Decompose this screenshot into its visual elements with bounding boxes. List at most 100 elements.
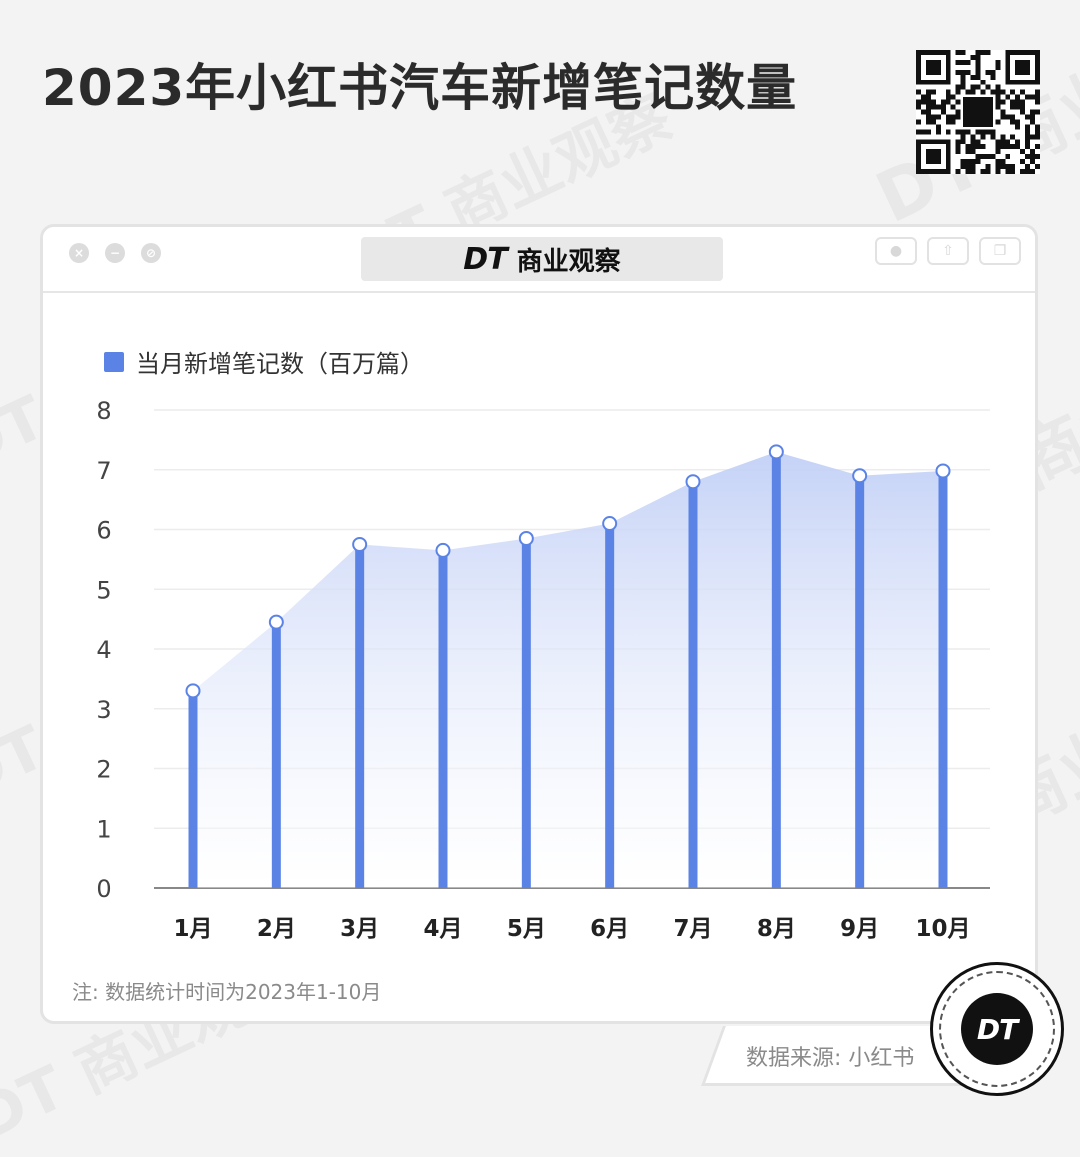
qr-module (960, 134, 966, 140)
qr-module (965, 159, 971, 165)
qr-module (995, 104, 1001, 110)
qr-module (925, 114, 931, 120)
x-tick-label: 4月 (423, 916, 462, 942)
bar (355, 544, 365, 888)
qr-module (1020, 149, 1026, 155)
qr-module (925, 119, 931, 125)
qr-module (925, 59, 941, 75)
qr-module (975, 159, 981, 165)
qr-module (925, 129, 931, 135)
qr-module (950, 114, 956, 120)
qr-module (960, 129, 966, 135)
qr-module (1025, 94, 1031, 100)
data-point (852, 468, 868, 484)
qr-module (1015, 139, 1021, 145)
y-tick-label: 5 (96, 576, 111, 604)
qr-module (955, 50, 961, 55)
qr-module (975, 154, 981, 160)
qr-module (960, 74, 966, 80)
x-tick-label: 2月 (257, 916, 296, 942)
y-tick-label: 4 (96, 636, 111, 664)
qr-module (985, 84, 991, 90)
qr-module (1005, 164, 1011, 170)
minimize-icon[interactable]: − (105, 243, 125, 263)
x-tick-label: 6月 (590, 916, 629, 942)
qr-module (995, 59, 1001, 65)
qr-module (940, 99, 946, 105)
qr-module (985, 69, 991, 75)
qr-module (985, 164, 991, 170)
qr-module (1030, 94, 1036, 100)
qr-module (940, 104, 946, 110)
qr-module (960, 164, 966, 170)
qr-module (1035, 94, 1040, 100)
qr-module (1015, 94, 1021, 100)
bar-chart: 1月 2月 3月 4月 5月 6月 7月 8月 9月 10月 0 1 2 3 4 5 6 7 8 (96, 397, 990, 942)
qr-module (995, 144, 1001, 150)
qr-module (935, 129, 941, 135)
qr-module (1025, 124, 1031, 130)
legend-label: 当月新增笔记数（百万篇） (136, 350, 424, 378)
data-point (185, 683, 201, 699)
qr-module (916, 119, 921, 125)
qr-module (1030, 154, 1036, 160)
qr-module (1000, 164, 1006, 170)
qr-module (1005, 169, 1011, 174)
qr-module (1035, 144, 1040, 150)
qr-module (1020, 89, 1026, 95)
bar (438, 550, 448, 888)
qr-module (1010, 134, 1016, 140)
qr-module (975, 129, 981, 135)
qr-module (1035, 99, 1040, 105)
qr-code[interactable] (916, 50, 1040, 174)
qr-module (1030, 169, 1036, 174)
qr-module (980, 50, 986, 55)
qr-module (1005, 94, 1011, 100)
qr-module (1000, 89, 1006, 95)
qr-module (965, 149, 971, 155)
qr-module (1005, 144, 1011, 150)
qr-module (1015, 59, 1031, 75)
copy-icon[interactable]: ❐ (979, 237, 1021, 265)
qr-module (965, 59, 971, 65)
x-tick-label: 5月 (507, 916, 546, 942)
qr-module (955, 114, 961, 120)
data-point (352, 536, 368, 552)
data-point (518, 530, 534, 546)
qr-module (1015, 124, 1021, 130)
share-icon[interactable]: ⇧ (927, 237, 969, 265)
qr-module (1010, 114, 1016, 120)
qr-module (950, 94, 956, 100)
record-icon[interactable]: ● (875, 237, 917, 265)
qr-module (995, 149, 1001, 155)
data-point (268, 614, 284, 630)
qr-module (1000, 114, 1006, 120)
qr-module (970, 134, 976, 140)
qr-module (955, 144, 961, 150)
page-title: 2023年小红书汽车新增笔记数量 (42, 59, 798, 117)
qr-module (975, 74, 981, 80)
maximize-icon[interactable]: ⊘ (141, 243, 161, 263)
qr-module (975, 69, 981, 75)
y-tick-label: 7 (96, 457, 111, 485)
close-icon[interactable]: × (69, 243, 89, 263)
qr-module (1010, 164, 1016, 170)
x-tick-label: 8月 (757, 916, 796, 942)
qr-module (1030, 134, 1036, 140)
qr-module (955, 69, 961, 75)
qr-module (975, 84, 981, 90)
qr-module (1025, 154, 1031, 160)
window-brand: DT 商业观察 (361, 237, 723, 281)
qr-module (995, 94, 1001, 100)
qr-module (965, 69, 971, 75)
qr-module (945, 119, 951, 125)
qr-module (980, 129, 986, 135)
qr-module (930, 99, 936, 105)
qr-module (935, 124, 941, 130)
qr-module (970, 139, 976, 145)
qr-module (925, 99, 931, 105)
qr-module (950, 104, 956, 110)
qr-module (945, 89, 951, 95)
y-tick-label: 0 (96, 875, 111, 903)
qr-module (995, 84, 1001, 90)
